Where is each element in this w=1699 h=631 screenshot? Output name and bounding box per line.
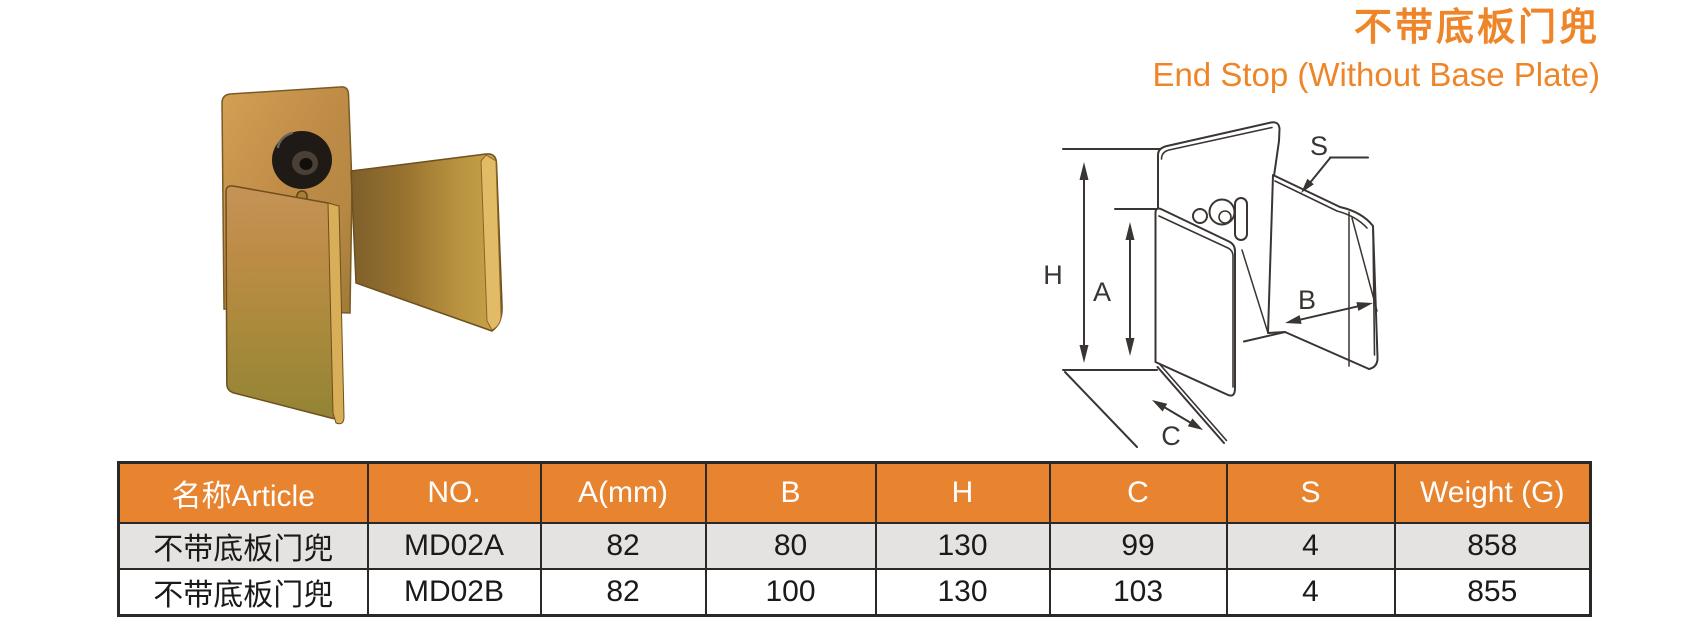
cell-c: 99 <box>1048 522 1228 570</box>
cell-b: 100 <box>704 568 877 617</box>
arrowhead <box>1079 345 1089 363</box>
photo-front-fold-edge <box>327 202 345 425</box>
arrowhead <box>1187 418 1203 430</box>
flange-thickness-line <box>1159 363 1228 442</box>
cell-a: 82 <box>539 522 707 570</box>
back-plate-thickness-line <box>1160 126 1273 160</box>
right-plate-shear-line-3 <box>1241 249 1269 334</box>
cell-no: MD02B <box>366 568 542 617</box>
cell-s: 4 <box>1225 522 1396 570</box>
dimension-label-b: B <box>1298 285 1316 315</box>
header-cell-c: C <box>1048 461 1228 524</box>
arrowhead <box>1125 222 1135 240</box>
arrowhead <box>1152 400 1168 412</box>
product-photo <box>221 86 503 425</box>
cell-weight: 858 <box>1393 522 1592 570</box>
cell-b: 80 <box>704 522 877 570</box>
cell-article: 不带底板门兜 <box>117 522 369 570</box>
arrowhead <box>1079 162 1089 180</box>
front-plate-outline <box>1154 207 1236 397</box>
page-title: 不带底板门兜 End Stop (Without Base Plate) <box>1152 6 1600 95</box>
right-plate-bottom-tab <box>1243 331 1286 343</box>
arrowhead <box>1285 315 1302 324</box>
photo-right-fold-edge <box>480 154 502 331</box>
cell-h: 130 <box>874 568 1051 617</box>
cell-no: MD02A <box>366 522 542 570</box>
roller-hub <box>1218 210 1232 224</box>
cell-c: 103 <box>1048 568 1228 617</box>
dim-line-b <box>1299 305 1359 321</box>
dimension-label-a: A <box>1093 277 1111 307</box>
technical-drawing: H A C <box>1043 121 1379 451</box>
dim-line-c <box>1163 406 1192 424</box>
right-plate-thickness-right <box>1372 229 1376 356</box>
cell-weight: 855 <box>1393 568 1592 617</box>
bumper-hole <box>299 158 313 170</box>
header-cell-a: A(mm) <box>539 461 707 524</box>
arrowhead <box>1125 338 1135 356</box>
header-cell-b: B <box>704 461 877 524</box>
roller-small <box>1192 208 1208 224</box>
dimension-label-c: C <box>1161 421 1181 451</box>
flange-right-edge <box>1156 366 1225 444</box>
header-row: 名称Article NO. A(mm) B H C S Weight (G) <box>117 461 1592 524</box>
header-cell-weight: Weight (G) <box>1393 461 1592 524</box>
right-plate-thickness-top <box>1274 180 1368 229</box>
s-leader-line <box>1308 156 1332 185</box>
table-row-md02b: 不带底板门兜 MD02B 82 100 130 103 4 855 <box>117 568 1592 617</box>
cell-a: 82 <box>539 568 707 617</box>
flange-left-edge <box>1064 371 1138 448</box>
header-cell-s: S <box>1225 461 1396 524</box>
dimension-label-s: S <box>1310 131 1328 161</box>
roller-tab <box>1234 197 1248 241</box>
front-plate-thickness-line <box>1158 215 1234 388</box>
bumper-highlight <box>276 131 294 149</box>
photo-front-plate <box>225 185 341 420</box>
arrowhead <box>1301 178 1314 193</box>
cell-article: 不带底板门兜 <box>117 568 369 617</box>
title-chinese: 不带底板门兜 <box>1353 7 1600 49</box>
dimension-label-h: H <box>1043 260 1063 290</box>
cell-s: 4 <box>1225 568 1396 617</box>
right-plate-shear-line-2 <box>1351 217 1378 312</box>
photo-right-plate <box>350 153 503 332</box>
back-plate-outline <box>1157 121 1281 212</box>
header-cell-h: H <box>874 461 1051 524</box>
spec-table: 名称Article NO. A(mm) B H C S Weight (G) 不… <box>117 461 1592 617</box>
table-row-md02a: 不带底板门兜 MD02A 82 80 130 99 4 858 <box>117 522 1592 570</box>
title-english: End Stop (Without Base Plate) <box>1152 55 1600 93</box>
cell-h: 130 <box>874 522 1051 570</box>
arrowhead <box>1356 302 1373 311</box>
header-cell-article: 名称Article <box>117 461 369 524</box>
header-cell-no: NO. <box>366 461 542 524</box>
